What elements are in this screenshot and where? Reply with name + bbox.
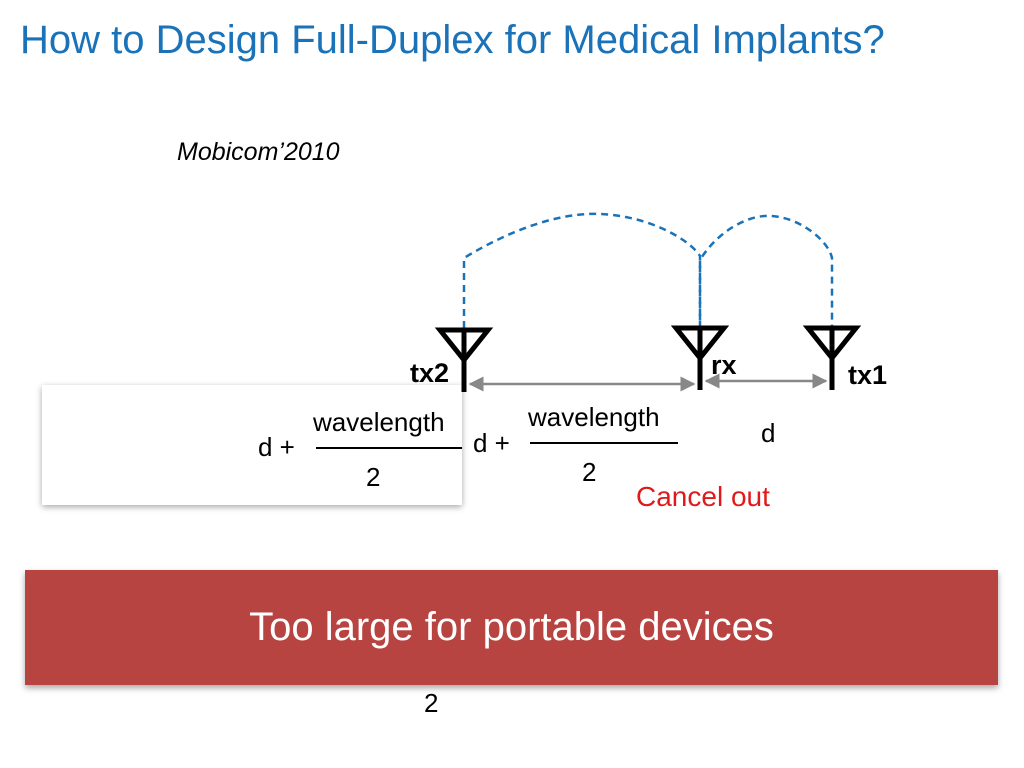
antenna-rx-icon bbox=[670, 325, 730, 390]
left-distance-prefix: d + bbox=[258, 432, 295, 462]
rx-label: rx bbox=[711, 350, 737, 380]
venue-label: Mobicom’2010 bbox=[177, 138, 340, 166]
slide-title: How to Design Full-Duplex for Medical Im… bbox=[20, 18, 885, 62]
antenna-tx1-icon bbox=[802, 325, 862, 390]
tx2-label: tx2 bbox=[410, 358, 450, 388]
banner-text: Too large for portable devices bbox=[249, 605, 774, 649]
tx1-label: tx1 bbox=[848, 360, 888, 390]
conclusion-banner: Too large for portable devices bbox=[25, 570, 998, 685]
middle-distance-denominator: 2 bbox=[582, 457, 597, 487]
cancel-out-label: Cancel out bbox=[636, 481, 770, 512]
left-distance-numerator: wavelength bbox=[313, 407, 445, 437]
left-distance-denominator: 2 bbox=[366, 462, 381, 492]
middle-distance-prefix: d + bbox=[473, 428, 510, 458]
right-distance: d bbox=[761, 418, 776, 448]
left-fraction-bar bbox=[316, 447, 462, 449]
antenna-tx2-icon bbox=[434, 327, 494, 392]
signal-path-tx2-rx bbox=[462, 212, 702, 388]
overlay-box bbox=[42, 385, 462, 505]
middle-fraction-bar bbox=[530, 442, 678, 444]
signal-path-tx1-rx bbox=[698, 214, 834, 388]
page-number: 2 bbox=[424, 688, 439, 718]
middle-distance-numerator: wavelength bbox=[528, 402, 660, 432]
